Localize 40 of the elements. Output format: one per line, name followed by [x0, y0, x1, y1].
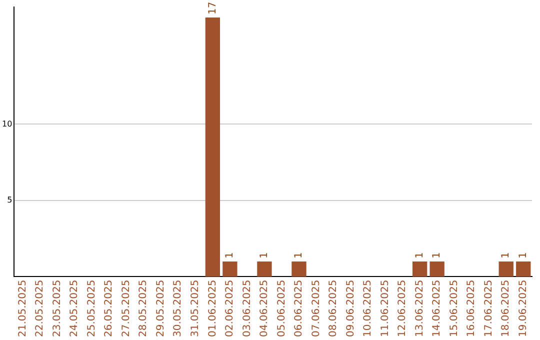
x-tick-label: 02.06.2025 [224, 280, 236, 338]
x-tick-label: 31.05.2025 [190, 280, 202, 338]
data-label: 1 [224, 252, 236, 258]
x-tick-label: 17.06.2025 [483, 280, 494, 338]
data-label: 1 [294, 252, 305, 258]
x-tick-label: 25.05.2025 [86, 280, 98, 338]
data-label: 1 [259, 252, 270, 258]
x-tick-label: 30.05.2025 [172, 280, 184, 338]
x-tick-label: 09.06.2025 [345, 280, 356, 338]
x-tick-label: 15.06.2025 [448, 280, 460, 338]
x-tick-label: 19.06.2025 [518, 280, 529, 338]
x-tick-label: 04.06.2025 [259, 280, 270, 338]
x-tick-label: 03.06.2025 [242, 280, 253, 338]
x-tick-label: 11.06.2025 [380, 280, 391, 338]
x-tick-label: 18.06.2025 [500, 280, 512, 338]
x-tick-label: 14.06.2025 [432, 280, 443, 338]
x-tick-label: 27.05.2025 [120, 280, 132, 338]
x-tick-label: 16.06.2025 [466, 280, 478, 338]
x-tick-label: 01.06.2025 [207, 280, 218, 338]
x-tick-label: 21.05.2025 [17, 280, 28, 338]
data-label: 1 [432, 252, 443, 258]
data-label: 1 [518, 252, 529, 258]
data-label: 17 [207, 2, 218, 14]
x-tick-label: 22.05.2025 [34, 280, 46, 338]
x-tick-label: 06.06.2025 [294, 280, 305, 338]
x-tick-label: 26.05.2025 [104, 280, 115, 338]
data-label: 1 [414, 252, 426, 258]
y-tick-label: 5 [7, 196, 12, 205]
x-tick-label: 29.05.2025 [155, 280, 166, 338]
x-tick-label: 13.06.2025 [414, 280, 426, 338]
x-tick-label: 28.05.2025 [138, 280, 150, 338]
y-tick-label: 10 [2, 119, 12, 128]
x-tick-label: 23.05.2025 [52, 280, 63, 338]
x-tick-label: 08.06.2025 [328, 280, 340, 338]
data-label: 1 [500, 252, 512, 258]
x-tick-label: 05.06.2025 [276, 280, 288, 338]
x-tick-label: 07.06.2025 [310, 280, 322, 338]
x-tick-label: 10.06.2025 [362, 280, 374, 338]
x-tick-label: 24.05.2025 [69, 280, 80, 338]
x-tick-label: 12.06.2025 [397, 280, 408, 338]
